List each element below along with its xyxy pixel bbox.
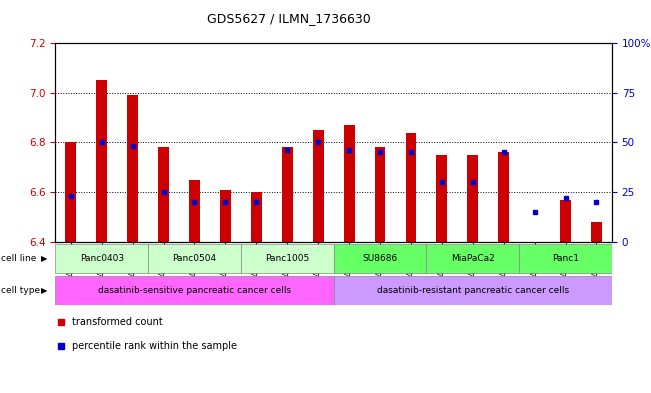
Text: ▶: ▶ xyxy=(41,286,48,295)
Bar xyxy=(333,276,612,305)
Bar xyxy=(96,81,107,242)
Bar xyxy=(519,244,612,273)
Bar xyxy=(498,152,509,242)
Text: cell type: cell type xyxy=(1,286,40,295)
Bar xyxy=(220,189,231,242)
Bar xyxy=(426,244,519,273)
Bar xyxy=(127,95,138,242)
Bar xyxy=(374,147,385,242)
Bar xyxy=(312,130,324,242)
Bar xyxy=(65,143,76,242)
Bar xyxy=(251,192,262,242)
Bar xyxy=(55,276,333,305)
Text: cell line: cell line xyxy=(1,254,36,263)
Text: Panc1: Panc1 xyxy=(552,254,579,263)
Text: ▶: ▶ xyxy=(41,254,48,263)
Text: Panc0504: Panc0504 xyxy=(173,254,217,263)
Bar xyxy=(55,244,148,273)
Bar xyxy=(467,155,478,242)
Text: dasatinib-sensitive pancreatic cancer cells: dasatinib-sensitive pancreatic cancer ce… xyxy=(98,286,291,295)
Bar xyxy=(406,132,417,242)
Bar xyxy=(591,222,602,242)
Text: transformed count: transformed count xyxy=(72,318,163,327)
Text: MiaPaCa2: MiaPaCa2 xyxy=(451,254,495,263)
Text: percentile rank within the sample: percentile rank within the sample xyxy=(72,341,237,351)
Text: SU8686: SU8686 xyxy=(363,254,398,263)
Bar xyxy=(282,147,293,242)
Bar xyxy=(344,125,355,242)
Bar xyxy=(241,244,333,273)
Bar xyxy=(158,147,169,242)
Bar xyxy=(333,244,426,273)
Bar xyxy=(560,200,571,242)
Text: Panc1005: Panc1005 xyxy=(265,254,309,263)
Text: GDS5627 / ILMN_1736630: GDS5627 / ILMN_1736630 xyxy=(207,12,371,25)
Bar xyxy=(148,244,241,273)
Bar xyxy=(189,180,200,242)
Text: Panc0403: Panc0403 xyxy=(79,254,124,263)
Text: dasatinib-resistant pancreatic cancer cells: dasatinib-resistant pancreatic cancer ce… xyxy=(377,286,569,295)
Bar xyxy=(436,155,447,242)
